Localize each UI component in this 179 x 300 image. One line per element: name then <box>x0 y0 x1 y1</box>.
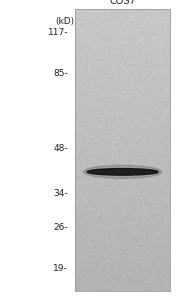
Text: 48-: 48- <box>53 144 68 153</box>
Text: 34-: 34- <box>53 188 68 197</box>
Ellipse shape <box>87 169 158 175</box>
Text: (kD): (kD) <box>55 17 74 26</box>
Bar <box>75 9 170 291</box>
Ellipse shape <box>83 165 162 178</box>
Text: 85-: 85- <box>53 69 68 78</box>
Text: 19-: 19- <box>53 264 68 273</box>
Text: 117-: 117- <box>47 28 68 37</box>
Text: 26-: 26- <box>53 224 68 232</box>
Text: COS7: COS7 <box>109 0 136 6</box>
